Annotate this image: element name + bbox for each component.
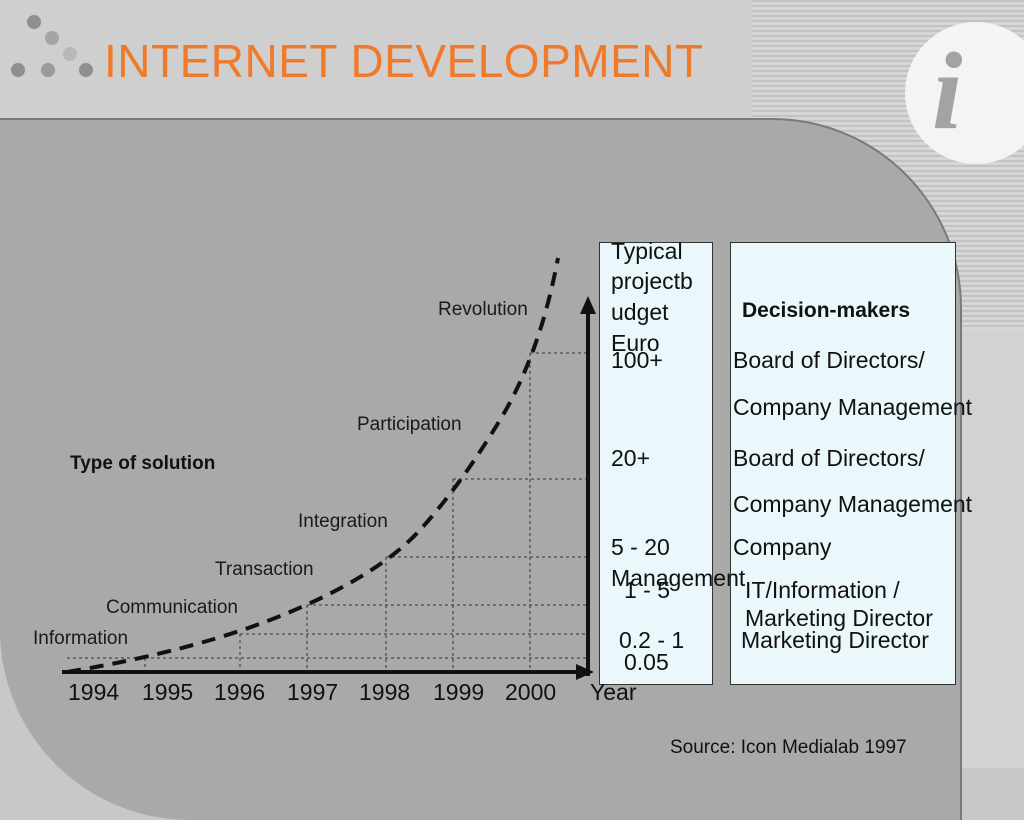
solution-information: Information: [33, 628, 128, 649]
internet-development-diagram: Information Communication Transaction In…: [33, 238, 973, 758]
year-label: 1998: [359, 679, 410, 705]
x-axis-arrow-icon: [576, 664, 594, 680]
logo-glyph: i: [932, 30, 963, 152]
decision-value: IT/Information /: [745, 577, 900, 603]
budget-value: 0.05: [624, 649, 669, 675]
y-axis-label: Type of solution: [70, 453, 215, 474]
budget-value: 100+: [611, 347, 663, 373]
dots-logo-icon: [11, 15, 93, 77]
decision-header: Decision-makers: [742, 299, 910, 322]
decision-value: Marketing Director: [741, 627, 929, 653]
budget-header-line: Typical: [611, 238, 683, 264]
budget-header-line: Euro: [611, 330, 660, 356]
company-logo-icon: [905, 22, 1024, 164]
x-axis-label: Year: [590, 679, 637, 705]
year-label: 1999: [433, 679, 484, 705]
budget-header-line: projectb: [611, 268, 693, 294]
year-label: 1997: [287, 679, 338, 705]
year-label: 2000: [505, 679, 556, 705]
decision-value: Board of Directors/: [733, 445, 925, 471]
page-title: INTERNET DEVELOPMENT: [104, 35, 704, 87]
guide-lines: [67, 352, 588, 672]
solution-communication: Communication: [106, 597, 238, 618]
solution-revolution: Revolution: [438, 299, 528, 320]
header-band: [0, 0, 754, 120]
budget-column-box: [599, 242, 713, 685]
year-label: 1995: [142, 679, 193, 705]
right-edge-panel: [950, 330, 1024, 768]
solution-transaction: Transaction: [215, 559, 314, 580]
decision-value: Company: [733, 534, 832, 560]
decision-value: Company Management: [733, 491, 973, 517]
decision-value: Board of Directors/: [733, 347, 925, 373]
year-label: 1994: [68, 679, 119, 705]
decision-value: Management: [611, 565, 746, 591]
decision-makers-column-box: [730, 242, 956, 685]
budget-header-line: udget: [611, 299, 669, 325]
y-axis-arrow-icon: [580, 296, 596, 314]
budget-value: 0.2 - 1: [619, 627, 684, 653]
decision-value: Company Management: [733, 394, 973, 420]
solution-participation: Participation: [357, 414, 462, 435]
budget-value: 20+: [611, 445, 650, 471]
growth-curve: [66, 257, 560, 674]
source-note: Source: Icon Medialab 1997: [670, 737, 907, 758]
budget-value: 1 - 5: [624, 577, 670, 603]
year-label: 1996: [214, 679, 265, 705]
decision-value: Marketing Director: [745, 605, 933, 631]
budget-value: 5 - 20: [611, 534, 670, 560]
solution-integration: Integration: [298, 511, 388, 532]
